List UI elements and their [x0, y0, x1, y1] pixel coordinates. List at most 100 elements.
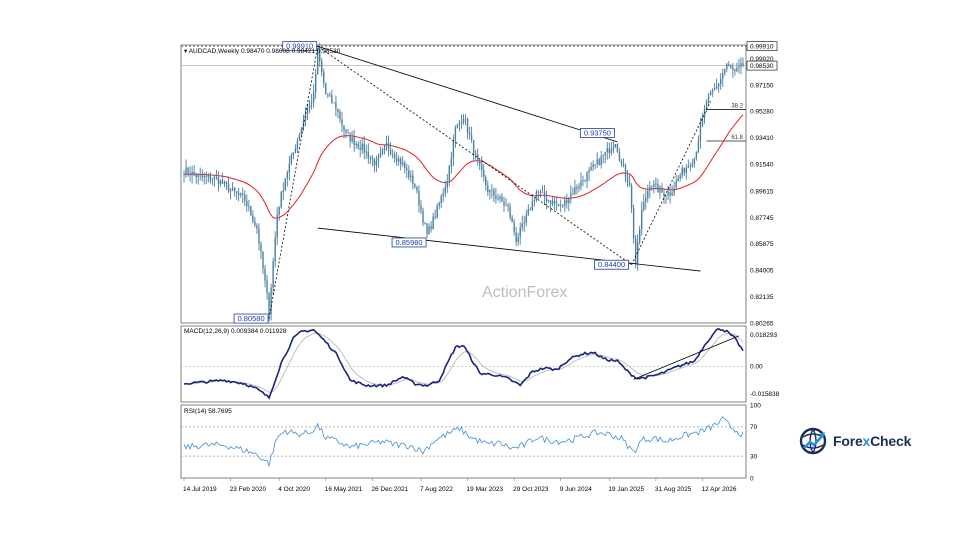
price-candle — [476, 148, 479, 166]
price-candle — [359, 140, 361, 158]
price-candle — [229, 187, 232, 200]
price-candle — [493, 187, 495, 203]
price-candle — [677, 174, 679, 182]
candle-body — [191, 171, 193, 176]
candle-body — [685, 167, 687, 173]
candle-body — [327, 94, 329, 96]
candle-body — [321, 61, 323, 72]
price-candle — [306, 103, 309, 120]
candle-body — [555, 203, 558, 205]
candle-body — [460, 122, 463, 124]
price-candle — [219, 179, 222, 187]
price-candle — [711, 88, 714, 97]
candle-body — [479, 159, 481, 165]
time-axis-tick: 19 Mar 2023 — [467, 486, 504, 493]
price-candle — [620, 158, 623, 167]
candle-body — [319, 48, 321, 62]
candle-body — [645, 197, 647, 202]
candle-body — [248, 205, 250, 207]
candle-body — [535, 191, 538, 200]
price-candle — [335, 95, 337, 117]
price-candle — [355, 141, 357, 149]
main-panel-frame — [180, 44, 747, 324]
candle-body — [185, 167, 187, 175]
candle-body — [734, 69, 736, 72]
candle-body — [675, 181, 677, 188]
candle-body — [424, 222, 426, 224]
candle-body — [568, 198, 570, 204]
candle-body — [588, 169, 590, 173]
price-candle — [661, 182, 663, 194]
candle-body — [495, 195, 497, 199]
price-candle — [553, 196, 556, 211]
price-candle — [466, 117, 469, 140]
price-candle — [720, 73, 722, 90]
candle-body — [720, 78, 722, 84]
rsi-axis-tick: 70 — [750, 424, 758, 431]
candle-body — [638, 229, 641, 242]
price-label-box — [391, 237, 427, 248]
candle-body — [254, 221, 256, 226]
candle-body — [400, 158, 402, 165]
candle-body — [227, 184, 230, 192]
price-candle — [408, 165, 410, 181]
price-candle — [237, 188, 240, 202]
price-axis-tick: 0.99020 — [750, 56, 774, 63]
price-candle — [572, 187, 574, 196]
candle-body — [310, 102, 313, 104]
price-candle — [351, 130, 353, 144]
macd-line — [183, 328, 744, 400]
price-axis-tick: 0.87745 — [750, 215, 774, 222]
candle-body — [590, 166, 592, 170]
price-candle — [389, 142, 392, 156]
candle-body — [197, 174, 199, 178]
candle-body — [286, 172, 289, 179]
price-candle — [616, 143, 619, 153]
candle-body — [452, 139, 455, 158]
time-axis-tick: 14 Jul 2019 — [183, 486, 217, 493]
candle-body — [711, 90, 714, 92]
price-candle — [509, 202, 511, 221]
candle-body — [389, 149, 392, 155]
price-candle — [679, 172, 681, 182]
candle-body — [466, 118, 469, 133]
price-candle — [738, 58, 740, 74]
price-candle — [517, 232, 519, 246]
candle-body — [323, 71, 325, 84]
price-candle — [507, 202, 509, 212]
price-candle — [560, 199, 562, 213]
candle-body — [523, 222, 525, 224]
candle-body — [701, 117, 704, 126]
price-candle — [244, 190, 246, 206]
rsi-axis-tick: 30 — [750, 453, 758, 460]
price-candle — [410, 170, 412, 183]
candle-body — [430, 226, 432, 230]
price-candle — [693, 157, 696, 168]
candle-body — [355, 143, 357, 145]
time-axis-tick: 19 Jan 2025 — [608, 486, 644, 493]
price-candle — [296, 137, 299, 154]
price-candle — [545, 190, 548, 210]
candle-body — [205, 176, 207, 177]
candle-body — [266, 280, 268, 294]
price-candle — [213, 174, 216, 188]
price-candle — [400, 156, 402, 171]
price-candle — [217, 171, 220, 192]
candle-body — [438, 203, 440, 206]
price-candle — [610, 142, 613, 156]
candle-body — [634, 238, 637, 264]
price-candle — [513, 218, 515, 236]
candle-body — [545, 197, 548, 202]
price-candle — [645, 189, 647, 210]
candle-body — [742, 63, 744, 67]
price-candle — [489, 189, 491, 200]
price-candle — [223, 180, 226, 188]
candle-body — [337, 108, 339, 112]
macd-indicator-label: MACD(12,26,9) 0.009384 0.011928 — [184, 328, 287, 335]
price-candle — [647, 184, 649, 203]
candle-body — [513, 221, 515, 233]
price-candle — [464, 114, 467, 126]
price-candle — [414, 183, 416, 189]
price-candle — [406, 163, 408, 179]
price-candle — [284, 178, 286, 191]
